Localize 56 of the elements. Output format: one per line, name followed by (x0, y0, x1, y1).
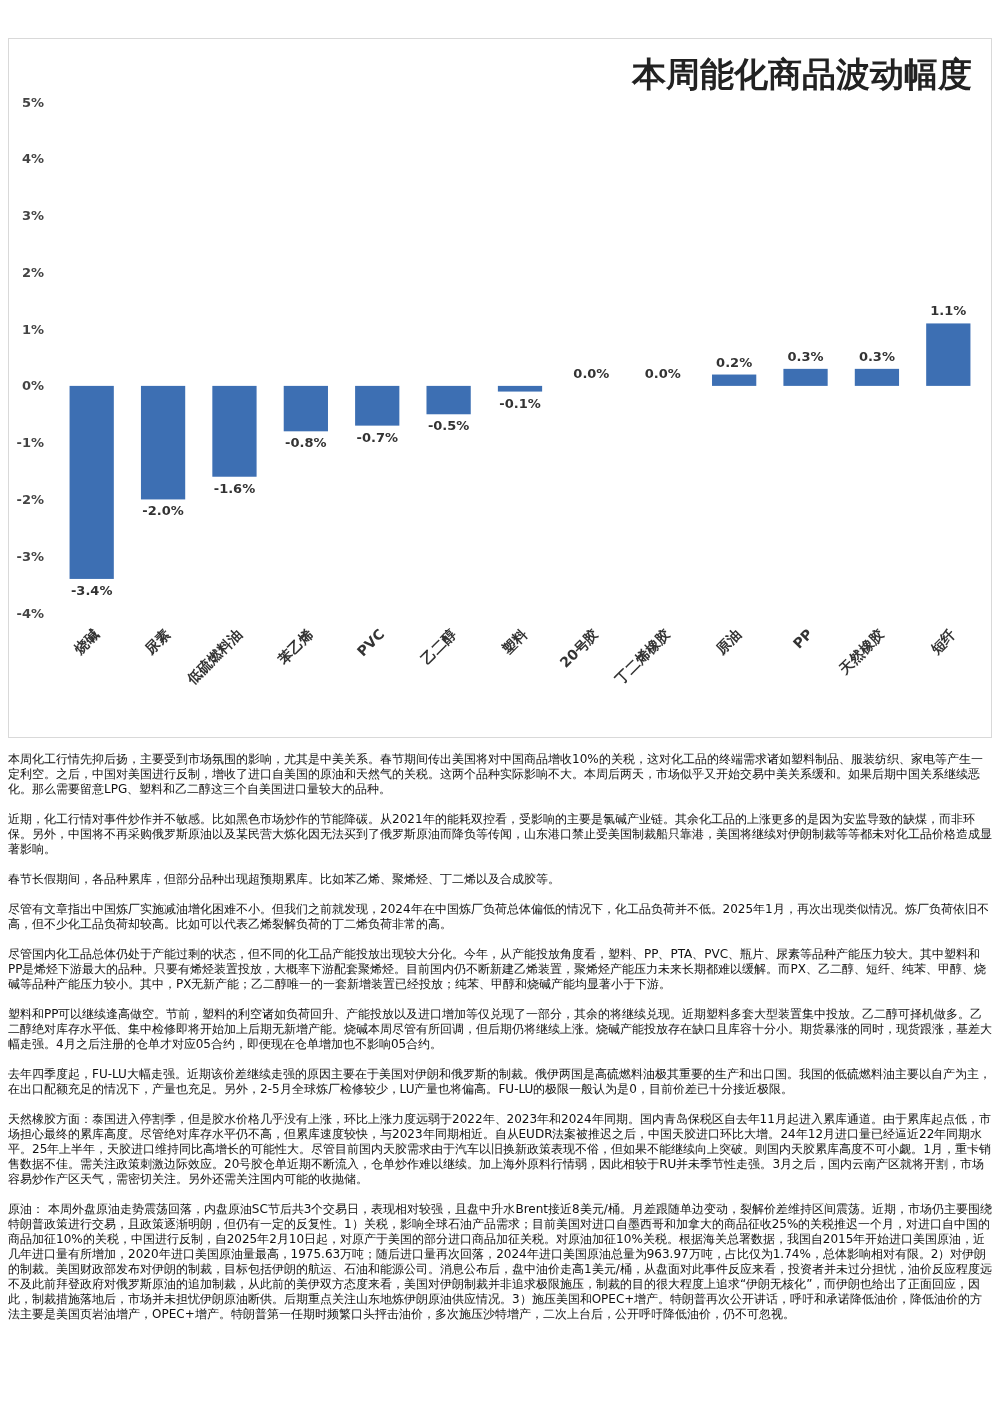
bar (926, 323, 971, 386)
text: 本周化工行情先抑后扬，主要受到市场氛围的影响，尤其是中美关系。春节期间传出美国将对中国商品增收10%的关税，这对化工品的终端需求诸如塑料制品、服装纺织、家电等产生一定利空。之后，中国对美国进行反制，增收了进口自美国的原油和天然气的关税。这两个品种实际影响不大。本周后两天，市场似乎又开始交易中美关系缓和。如果后期中国关系继续恶化。那么需要留意LPG、塑料和乙二醇这三个自美国进口量较大的品种。 (8, 752, 984, 797)
data-label: -3.4% (70, 582, 113, 598)
bar (783, 368, 828, 386)
x-tick-label: 天然橡胶 (835, 625, 888, 678)
data-label: 0.2% (716, 354, 753, 370)
bar (69, 385, 114, 579)
bar (426, 385, 471, 415)
bar (212, 385, 257, 477)
x-tick-label: PP (789, 625, 816, 652)
x-tick-label: 短纤 (926, 625, 959, 658)
x-tick-label: 20号胶 (556, 625, 602, 671)
text: 近期，化工行情对事件炒作并不敏感。比如黑色市场炒作的节能降碳。从2021年的能耗双控看，受影响的主要是氯碱产业链。其余化工品的上涨更多的是因为安监导致的缺煤，而非环保。另外，中国将不再采购俄罗斯原油以及某民营大炼化因无法买到了俄罗斯原油而降负等传闻，山东港口禁止受美国制裁船只靠港，美国将继续对伊朗制裁等等都未对化工品价格造成显著影响。 (8, 812, 992, 857)
bar (712, 374, 757, 386)
x-tick-label: 乙二醇 (417, 625, 459, 667)
y-tick-label: 5% (21, 94, 44, 110)
bar (497, 385, 543, 392)
bar (140, 385, 186, 500)
y-tick-label: 2% (21, 264, 44, 280)
bar (283, 385, 328, 432)
data-label: -2.0% (142, 503, 184, 519)
data-label: 1.1% (930, 303, 967, 319)
bar (355, 385, 400, 426)
data-label: 0.3% (787, 348, 824, 364)
data-label: -0.7% (356, 429, 398, 445)
y-tick-label: 1% (21, 321, 44, 337)
y-tick-label: 4% (21, 151, 44, 167)
data-label: -0.8% (285, 435, 327, 451)
x-tick-label: 塑料 (498, 625, 531, 658)
text: 春节长假期间，各品种累库，但部分品种出现超预期累库。比如苯乙烯、聚烯烃、丁二烯以及合成胶等。 (8, 872, 561, 887)
x-tick-label: 原油 (712, 625, 745, 658)
y-tick-label: -4% (16, 605, 44, 621)
data-label: -0.5% (427, 418, 470, 434)
x-tick-label: 尿素 (141, 625, 174, 658)
text: 尽管有文章指出中国炼厂实施减油增化困难不小。但我们之前就发现，2024年在中国炼厂负荷总体偏低的情况下，化工品负荷并不低。2025年1月，再次出现类似情况。炼厂负荷依旧不高，但不少化工品负荷却较高。比如可以代表乙烯裂解负荷的丁二烯负荷非常的高。 (8, 902, 990, 932)
data-label: -1.6% (213, 480, 256, 496)
y-tick-label: -2% (16, 491, 44, 507)
data-label: 0.3% (858, 348, 895, 364)
y-tick-label: 0% (21, 378, 44, 394)
data-label: -0.1% (499, 395, 541, 411)
data-label: 0.0% (644, 365, 681, 381)
bar (854, 368, 900, 386)
x-tick-label: 低硫燃料油 (183, 625, 245, 688)
data-label: 0.0% (573, 365, 610, 381)
y-tick-label: -3% (16, 548, 44, 564)
text: 塑料和PP可以继续逢高做空。节前，塑料的利空诸如负荷回升、产能投放以及进口增加等仅兑现了一部分，其余的将继续兑现。近期塑料多套大型装置集中投放。乙二醇可择机做多。乙二醇绝对库存水平低、集中检修即将开始加上后期无新增产能。烧碱本周尽管有所回调，但后期仍将继续上涨。烧碱产能投放存在缺口且库容十分小。期货暴涨的同时，现货跟涨，基差大幅走强。4月之后注册的仓单才对应05合约，即便现在仓单增加也不影响05合约。 (8, 1007, 992, 1052)
text: 天然橡胶方面：泰国进入停割季，但是胶水价格几乎没有上涨，环比上涨力度远弱于2022年、2023年和2024年同期。国内青岛保税区自去年11月起进入累库通道。由于累库起点低，市场担心最终的累库高度。尽管绝对库存水平仍不高，但累库速度较快，与2023年同期相近。自从EUDR法案被推迟之后，中国天胶进口环比大增。24年12月进口量已经逼近22年同期水平。25年上半年，天胶进口维持同比高增长的可能性大。尽管目前国内天胶需求由于汽车以旧换新政策表现不俗，但如果不能继续向上突破。则国内天胶累库高度不可小觑。1月，重卡销售数据不佳。需关注政策刺激边际效应。20号胶仓单近期不断流入，仓单炒作难以继续。加上海外原料行情弱，因此相较于RU并未季节性走强。3月之后，国内云南产区就将开割，市场容易炒作产区天气，需密切关注。另外还需关注国内可能的收抛储。 (8, 1112, 992, 1187)
text: 去年四季度起，FU-LU大幅走强。近期该价差继续走强的原因主要在于美国对伊朗和俄罗斯的制裁。俄伊两国是高硫燃料油极其重要的生产和出口国。我国的低硫燃料油主要以自产为主，在出口配额充足的情况下，产量也充足。另外，2-5月全球炼厂检修较少，LU产量也将偏高。FU-LU的极限一般认为是0，目前价差已十分接近极限。 (8, 1067, 992, 1097)
x-tick-label: 丁二烯橡胶 (611, 625, 673, 688)
y-tick-label: -1% (16, 435, 44, 451)
x-tick-label: 烧碱 (69, 625, 102, 658)
text: 尽管国内化工品总体仍处于产能过剩的状态，但不同的化工品产能投放出现较大分化。今年，从产能投放角度看，塑料、PP、PTA、PVC、瓶片、尿素等品种产能压力较大。其中塑料和PP是烯烃下游最大的品种。只要有烯烃装置投放，大概率下游配套聚烯烃。目前国内仍不断新建乙烯装置，聚烯烃产能压力未来长期都难以缓解。而PX、乙二醇、短纤、纯苯、甲醇、烧碱等品种产能压力较小。其中，PX无新产能；乙二醇唯一的一套新增装置已经投放；纯苯、甲醇和烧碱产能均显著小于下游。 (8, 947, 987, 992)
x-tick-label: 苯乙烯 (274, 625, 316, 668)
chart-title: 本周能化商品波动幅度 (631, 56, 972, 93)
y-tick-label: 3% (21, 208, 44, 224)
text: 原油： 本周外盘原油走势震荡回落，内盘原油SC节后共3个交易日，表现相对较强，且盘中升水Brent接近8美元/桶。月差跟随单边变动，裂解价差维持区间震荡。近期，市场仍主要围绕特朗普政策进行交易，且政策逐渐明朗，但仍有一定的反复性。1）关税，影响全球石油产品需求；目前美国对进口自墨西哥和加拿大的商品征收25%的关税推迟一个月，对进口自中国的商品加征10%的关税，中国进行反制，自2025年2月10日起，对原产于美国的部分进口商品加征关税。对原油加征10%关税。根据海关总署数据，我国自2015年开始进口美国原油，近几年进口量有所增加，2020年进口美国原油量最高，1975.63万吨；随后进口量再次回落，2024年进口美国原油总量为963.97万吨，占比仅为1.74%，总体影响相对有限。2）对伊朗的制裁。美国财政部发布对伊朗的制裁，目标包括伊朗的航运、石油和能源公司。消息公布后，盘中油价走高1美元/桶，从盘面对此事件反应来看，投资者并未过分担忧，油价反应程度远不及此前拜登政府对俄罗斯原油的追加制裁，从此前的美伊双方态度来看，美国对伊朗制裁并非追求极限施压，制裁的目的很大程度上追求“伊朗无核化”，而伊朗也给出了正面回应，因此，制裁措施落地后，市场并未担忧伊朗原油断供。后期重点关注山东地炼伊朗原油供应情况。3）施压美国和OPEC+增产。特朗普再次公开讲话，呼吁和承诺降低油价，降低油价的方法主要是美国页岩油增产，OPEC+增产。特朗普第一任期时频繁口头抨击油价，多次施压沙特增产，二次上台后，公开呼吁降低油价，仍不可忽视。 (8, 1202, 992, 1322)
